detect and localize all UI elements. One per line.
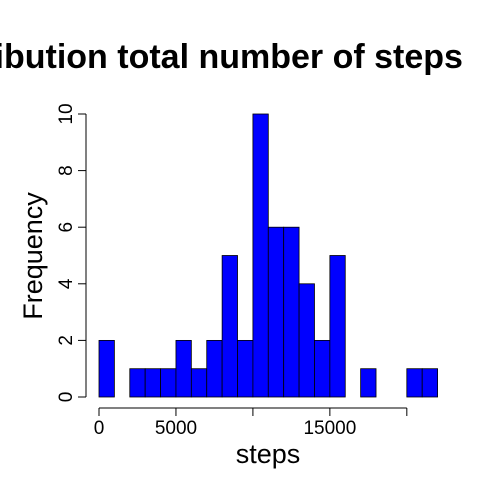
- chart-title: Distribution total number of steps: [0, 38, 463, 76]
- y-tick-label-3: 6: [56, 222, 77, 233]
- y-tick-label-1: 2: [56, 335, 77, 346]
- x-tick-label-3: 15000: [303, 418, 356, 439]
- histogram-bar-8: [221, 255, 238, 398]
- y-tick-label-0: 0: [56, 392, 77, 403]
- y-tick-label-2: 4: [56, 278, 77, 289]
- x-axis-label: steps: [236, 439, 301, 469]
- histogram-bar-14: [314, 339, 331, 398]
- histogram-bar-21: [421, 368, 438, 398]
- x-tick-label-1: 5000: [155, 418, 197, 439]
- histogram-bar-7: [206, 339, 223, 398]
- histogram-bar-3: [144, 368, 161, 398]
- histogram-bar-5: [175, 339, 192, 398]
- histogram-bar-10: [252, 113, 269, 398]
- histogram-bar-17: [360, 368, 377, 398]
- histogram-bar-11: [267, 226, 285, 398]
- histogram-bar-6: [190, 368, 208, 398]
- histogram-bar-15: [329, 255, 346, 398]
- x-axis: 0 5000 15000: [94, 407, 408, 439]
- y-tick-label-5: 10: [56, 103, 77, 124]
- y-axis-label: Frequency: [18, 192, 48, 320]
- histogram-bar-0: [98, 339, 115, 398]
- bars-group: [98, 113, 438, 398]
- histogram-bar-12: [283, 226, 300, 398]
- histogram-bar-20: [406, 368, 423, 398]
- y-axis: 0 2 4 6 8 10: [56, 103, 87, 403]
- x-tick-label-0: 0: [94, 418, 105, 439]
- histogram-bar-9: [237, 339, 254, 398]
- histogram-bar-4: [160, 368, 177, 398]
- histogram-bar-2: [129, 368, 146, 398]
- y-tick-label-4: 8: [56, 165, 77, 176]
- histogram-bar-13: [298, 283, 315, 398]
